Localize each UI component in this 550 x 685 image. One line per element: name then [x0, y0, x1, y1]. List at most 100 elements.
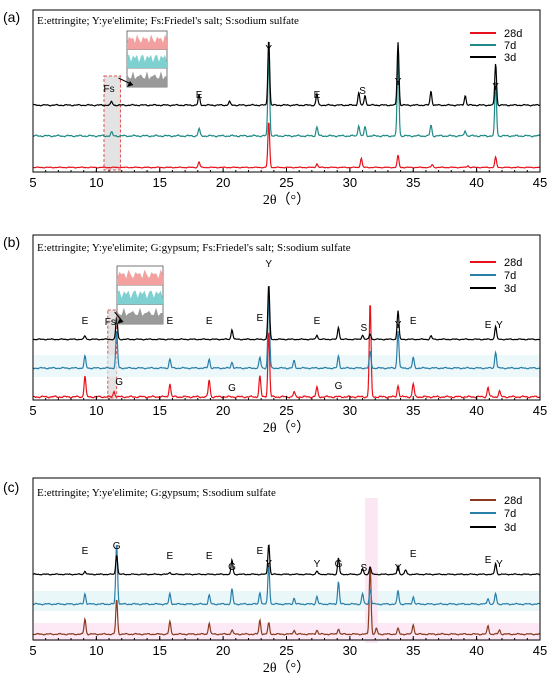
x-tick-label: 45	[533, 175, 547, 190]
x-axis-label: 2θ（°）	[263, 420, 310, 436]
peak-annotation-E: E	[167, 551, 174, 562]
x-tick-label: 10	[89, 403, 103, 418]
inset-thumbnail	[118, 30, 168, 88]
series-line-3d	[32, 41, 541, 107]
trace-band-7d	[34, 591, 539, 611]
peak-annotation-G: G	[115, 377, 123, 388]
inset-peak-area	[117, 307, 163, 324]
inset-peak-area	[127, 71, 167, 87]
peak-annotation-Fs: Fs	[103, 84, 114, 95]
peak-annotation-G: G	[335, 559, 343, 570]
legend-label-28d: 28d	[504, 257, 522, 269]
peak-annotation-G: G	[228, 383, 236, 394]
series-line-28d	[32, 122, 541, 169]
peak-annotation-Y: Y	[496, 559, 503, 570]
peak-annotation-Y: Y	[395, 563, 402, 574]
x-tick-label: 25	[279, 403, 293, 418]
fs-highlight-box	[103, 75, 121, 171]
x-tick-label: 35	[406, 643, 420, 658]
inset-peak-area	[127, 34, 167, 50]
legend-label-7d: 7d	[504, 40, 516, 52]
trace-band-7d	[34, 355, 539, 377]
peak-annotation-G: G	[113, 541, 121, 552]
panel-header-legend: E:ettringite; Y:ye'elimite; Fs:Friedel's…	[37, 15, 299, 27]
x-tick-label: 40	[469, 175, 483, 190]
x-tick-label: 5	[29, 403, 36, 418]
peak-annotation-Y: Y	[265, 559, 272, 570]
series-line-28d	[32, 566, 541, 636]
x-tick-label: 35	[406, 403, 420, 418]
peak-annotation-Y: Y	[492, 82, 499, 93]
peak-annotation-Y: Y	[395, 320, 402, 331]
peak-annotation-Y: Y	[395, 77, 402, 88]
peak-annotation-E: E	[257, 546, 264, 557]
peak-annotation-E: E	[485, 320, 492, 331]
peak-annotation-E: E	[82, 546, 89, 557]
panel-label: (c)	[3, 479, 19, 495]
series-line-3d	[32, 544, 541, 576]
peak-annotation-E: E	[167, 316, 174, 327]
legend-label-3d: 3d	[504, 52, 516, 64]
x-tick-label: 15	[153, 175, 167, 190]
legend-label-28d: 28d	[504, 28, 522, 40]
plot-frame	[32, 477, 541, 641]
panel-2: 5 10 15 20 25 30 35 40 45 2θ（°） E:ettringite; Y:ye…	[29, 477, 547, 676]
peak-annotation-E: E	[206, 316, 213, 327]
x-tick-label: 5	[29, 175, 36, 190]
peak-annotation-S: S	[360, 563, 367, 574]
x-tick-label: 10	[89, 175, 103, 190]
peak-annotation-E: E	[196, 90, 203, 101]
x-tick-label: 45	[533, 643, 547, 658]
peak-annotation-E: E	[485, 555, 492, 566]
x-axis-label: 2θ（°）	[263, 660, 310, 676]
fs-highlight-box	[107, 309, 118, 399]
legend-label-7d: 7d	[504, 508, 516, 520]
x-tick-label: 40	[469, 643, 483, 658]
inset-peak-area	[117, 290, 163, 305]
x-tick-label: 15	[153, 643, 167, 658]
x-tick-label: 30	[343, 175, 357, 190]
series-line-7d	[32, 296, 541, 370]
panel-header-legend: E:ettringite; Y:ye'elimite; G:gypsum; Fs…	[37, 242, 351, 254]
legend-label-3d: 3d	[504, 283, 516, 295]
x-tick-label: 30	[343, 643, 357, 658]
x-tick-label: 5	[29, 643, 36, 658]
x-tick-label: 20	[216, 643, 230, 658]
peak-annotation-Y: Y	[265, 259, 272, 270]
peak-annotation-E: E	[410, 316, 417, 327]
peak-annotation-E: E	[314, 316, 321, 327]
legend-label-28d: 28d	[504, 495, 522, 507]
x-tick-label: 15	[153, 403, 167, 418]
peak-annotation-E: E	[82, 316, 89, 327]
x-axis-label: 2θ（°）	[263, 192, 310, 208]
legend-label-7d: 7d	[504, 270, 516, 282]
peak-annotation-Y: Y	[496, 320, 503, 331]
inset-peak-area	[117, 269, 163, 286]
x-tick-label: 30	[343, 403, 357, 418]
peak-annotation-Fs: Fs	[105, 317, 116, 328]
panel-1: 5 10 15 20 25 30 35 40 45 2θ（°） E:ettringite; Y:ye…	[29, 234, 547, 436]
arrow-head-icon	[127, 81, 133, 87]
x-tick-label: 20	[216, 403, 230, 418]
inset-peak-area	[127, 54, 167, 69]
peak-annotation-E: E	[257, 313, 264, 324]
peak-annotation-E: E	[206, 551, 213, 562]
panel-label: (a)	[3, 9, 20, 25]
x-tick-label: 45	[533, 403, 547, 418]
peak-annotation-G: G	[335, 381, 343, 392]
x-tick-label: 25	[279, 175, 293, 190]
panel-label: (b)	[3, 234, 20, 250]
x-tick-label: 10	[89, 643, 103, 658]
x-tick-label: 25	[279, 643, 293, 658]
peak-annotation-S: S	[359, 86, 366, 97]
peak-annotation-Y: Y	[314, 559, 321, 570]
x-tick-label: 35	[406, 175, 420, 190]
series-line-7d	[32, 56, 541, 138]
legend-label-3d: 3d	[504, 522, 516, 534]
peak-annotation-G: G	[228, 562, 236, 573]
peak-annotation-E: E	[314, 90, 321, 101]
peak-annotation-E: E	[410, 549, 417, 560]
panel-0: 5 10 15 20 25 30 35 40 45 2θ（°） E:ettringite; Y:ye…	[29, 9, 547, 208]
peak-annotation-Y: Y	[265, 44, 272, 55]
